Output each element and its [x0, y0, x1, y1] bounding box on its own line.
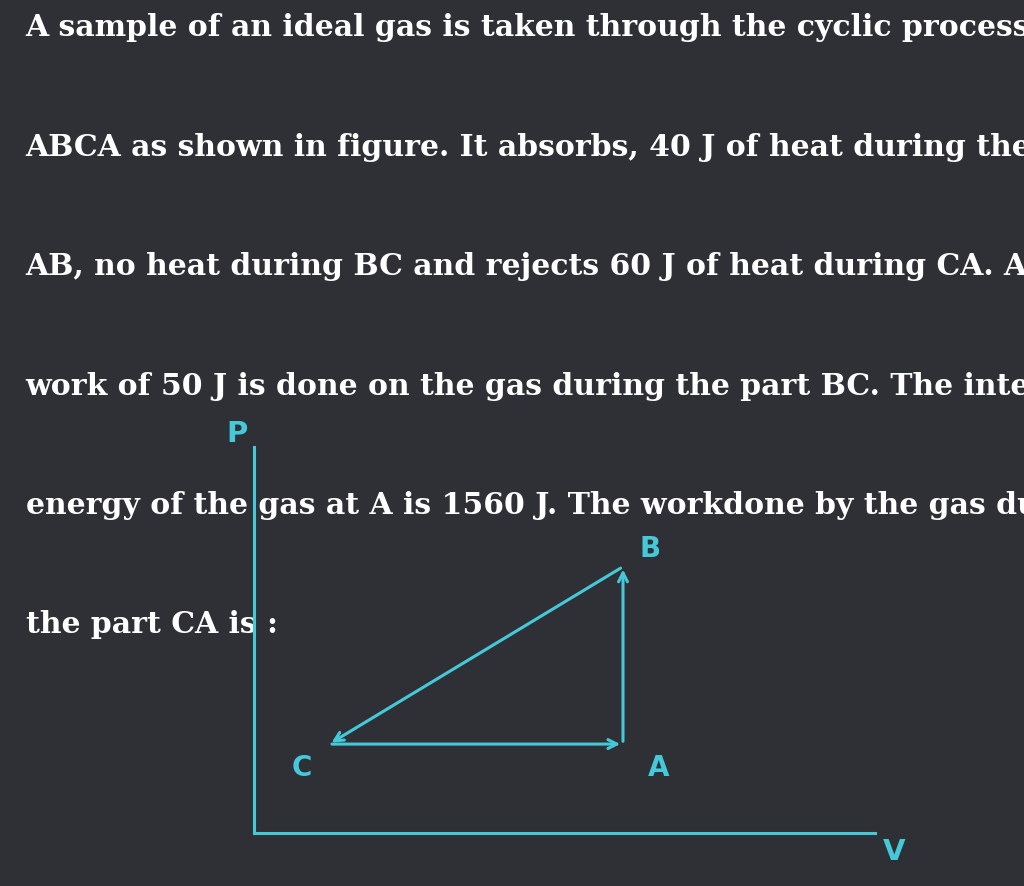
Text: energy of the gas at A is 1560 J. The workdone by the gas during: energy of the gas at A is 1560 J. The wo… — [26, 490, 1024, 519]
Text: work of 50 J is done on the gas during the part BC. The internal: work of 50 J is done on the gas during t… — [26, 371, 1024, 400]
Text: AB, no heat during BC and rejects 60 J of heat during CA. A: AB, no heat during BC and rejects 60 J o… — [26, 252, 1024, 281]
Text: C: C — [292, 753, 312, 781]
Text: B: B — [640, 534, 660, 563]
Text: the part CA is :: the part CA is : — [26, 610, 278, 639]
Text: ABCA as shown in figure. It absorbs, 40 J of heat during the part: ABCA as shown in figure. It absorbs, 40 … — [26, 133, 1024, 161]
Text: A sample of an ideal gas is taken through the cyclic process: A sample of an ideal gas is taken throug… — [26, 13, 1024, 43]
Text: P: P — [226, 419, 248, 447]
Text: V: V — [884, 837, 906, 866]
Text: A: A — [648, 753, 670, 781]
